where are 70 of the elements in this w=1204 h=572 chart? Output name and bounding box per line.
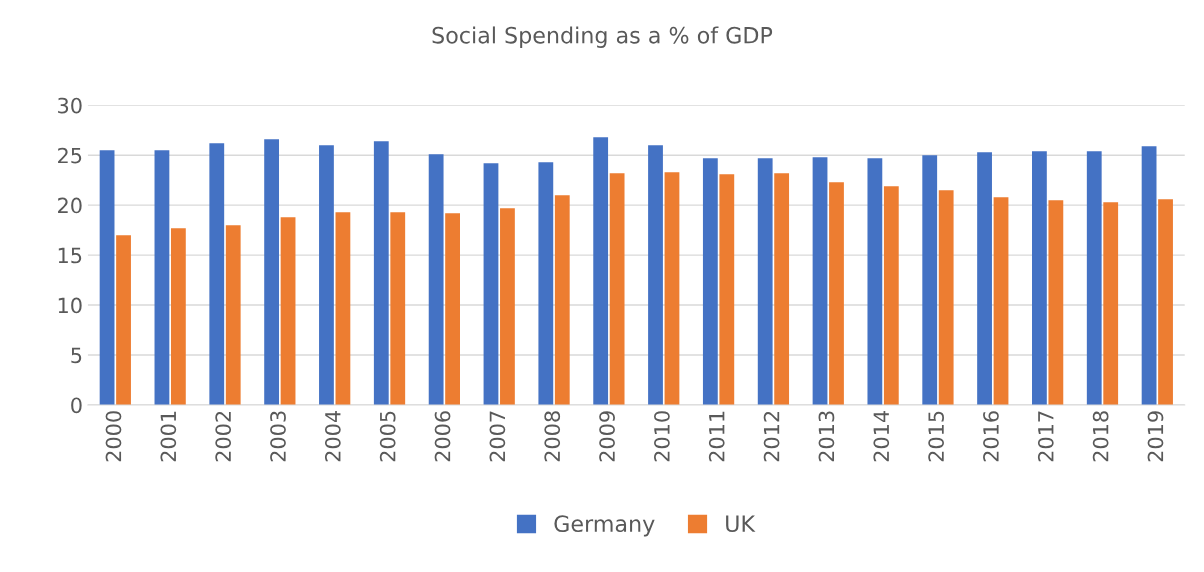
x-tick-label: 2004	[324, 411, 341, 462]
bar	[757, 158, 773, 405]
bar	[922, 155, 938, 405]
bar	[1086, 151, 1102, 405]
bar	[319, 145, 334, 405]
y-tick-label: 30	[58, 97, 82, 114]
bar	[1048, 200, 1064, 405]
bar	[702, 158, 718, 405]
x-tick-label: 2013	[818, 411, 835, 462]
x-tick-label: 2015	[928, 411, 944, 462]
x-tick-label: 2001	[160, 411, 177, 462]
x-tick-label: 2017	[1037, 411, 1054, 462]
bar	[99, 150, 115, 405]
x-tick-label: 2018	[1092, 411, 1109, 462]
bar	[993, 197, 1009, 405]
bar	[209, 143, 225, 405]
y-tick-label: 10	[58, 297, 82, 314]
x-tick-label: 2010	[654, 411, 670, 462]
x-tick-label: 2014	[873, 411, 890, 462]
bar	[280, 217, 296, 405]
bar	[483, 163, 499, 405]
bar	[593, 137, 609, 405]
bar	[883, 186, 899, 405]
bar	[1103, 202, 1119, 405]
x-tick-label: 2012	[763, 411, 780, 462]
bar	[554, 195, 570, 405]
x-tick-label: 2007	[489, 411, 506, 462]
bar	[170, 228, 186, 405]
bar	[1141, 146, 1157, 405]
x-tick-label: 2002	[215, 411, 232, 462]
bar	[116, 235, 131, 405]
x-tick-label: 2005	[379, 411, 396, 462]
x-tick-label: 2003	[270, 411, 286, 462]
x-tick-label: 2019	[1147, 411, 1164, 462]
bar	[390, 212, 406, 405]
y-tick-label: 0	[71, 397, 82, 414]
x-tick-label: 2009	[599, 411, 615, 462]
legend-label: UK	[726, 515, 756, 533]
bar	[867, 158, 883, 405]
bar	[812, 157, 828, 405]
legend-label: Germany	[554, 515, 655, 537]
bar	[719, 174, 735, 405]
bar	[154, 150, 170, 405]
x-tick-label: 2000	[105, 411, 122, 462]
y-tick-label: 20	[58, 197, 82, 214]
y-tick-label: 5	[71, 347, 82, 364]
bar	[774, 173, 790, 405]
x-tick-label: 2006	[434, 411, 451, 462]
bar	[428, 154, 444, 405]
bar	[445, 213, 460, 405]
bar	[1158, 199, 1173, 405]
bar	[373, 141, 389, 405]
bar	[938, 190, 954, 405]
bar	[538, 162, 554, 405]
y-tick-label: 15	[58, 247, 82, 264]
x-tick-label: 2016	[983, 411, 999, 462]
bar	[264, 139, 280, 405]
bar	[335, 212, 351, 405]
bar	[1032, 151, 1047, 405]
bar	[664, 172, 680, 405]
y-tick-label: 25	[58, 147, 82, 164]
bar	[648, 145, 663, 405]
bar	[225, 225, 241, 405]
bar	[829, 182, 844, 405]
x-tick-label: 2011	[708, 411, 725, 462]
chart-title: Social Spending as a % of GDP	[432, 26, 773, 48]
x-tick-label: 2008	[544, 411, 561, 462]
bar	[609, 173, 625, 405]
bar	[977, 152, 992, 405]
bar	[500, 208, 515, 405]
